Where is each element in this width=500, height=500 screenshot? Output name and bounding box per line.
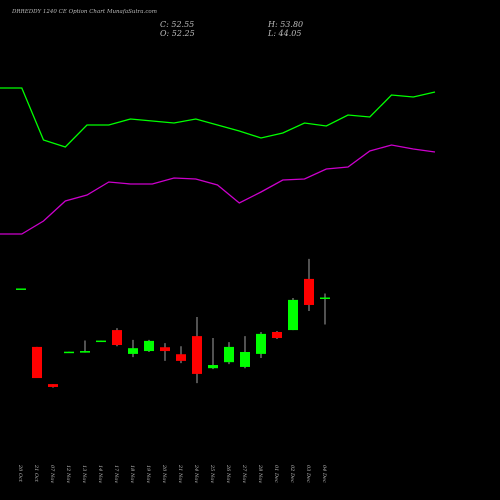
x-tick-label: 04 Dec	[321, 465, 327, 483]
x-tick-label: 14 Nov	[97, 465, 103, 483]
candle-body	[48, 384, 58, 387]
x-tick-label: 27 Nov	[241, 464, 247, 483]
candle-body	[16, 288, 26, 290]
x-tick-label: 01 Dec	[273, 465, 279, 483]
candle-body	[304, 278, 314, 305]
x-tick-label: 21 Oct	[33, 464, 39, 483]
x-tick-label: 02 Dec	[289, 465, 295, 483]
candle-body	[272, 331, 282, 339]
x-tick-label: 18 Nov	[129, 465, 135, 483]
candle-body	[224, 346, 234, 363]
candle-body	[256, 333, 266, 354]
x-tick-label: 21 Nov	[177, 464, 183, 483]
info-high: H: 53.80	[267, 20, 303, 29]
candle-body	[176, 354, 186, 361]
candle-body	[160, 347, 170, 352]
x-tick-label: 25 Nov	[209, 464, 215, 483]
x-tick-label: 12 Nov	[65, 465, 71, 483]
candle-body	[112, 330, 122, 346]
x-tick-label: 20 Nov	[161, 464, 167, 483]
x-tick-label: 07 Nov	[49, 465, 55, 483]
candle-body	[288, 299, 298, 331]
candle-body	[32, 346, 42, 379]
info-open: O: 52.25	[160, 29, 195, 38]
candle-body	[64, 351, 74, 354]
candle-body	[208, 365, 218, 369]
x-tick-label: 17 Nov	[113, 465, 119, 483]
info-close: C: 52.55	[160, 20, 194, 29]
chart-title: DRREDDY 1240 CE Option Chart MunafaSutra…	[11, 9, 157, 15]
candle-body	[128, 348, 138, 354]
candle-body	[192, 336, 202, 374]
x-tick-label: 13 Nov	[81, 465, 87, 483]
info-low: L: 44.05	[267, 29, 301, 38]
x-tick-label: 24 Nov	[193, 464, 199, 483]
x-tick-label: 28 Nov	[257, 464, 263, 483]
x-tick-label: 20 Oct	[17, 464, 23, 483]
x-tick-label: 19 Nov	[145, 465, 151, 483]
candle-body	[240, 352, 250, 367]
x-tick-label: 26 Nov	[225, 464, 231, 483]
x-tick-label: 03 Dec	[305, 465, 311, 483]
indicator-line	[0, 144, 436, 235]
indicator-line	[0, 87, 436, 148]
candle-body	[80, 351, 90, 353]
candle-body	[96, 340, 106, 343]
candle-body	[144, 340, 154, 352]
candle-body	[320, 297, 330, 300]
